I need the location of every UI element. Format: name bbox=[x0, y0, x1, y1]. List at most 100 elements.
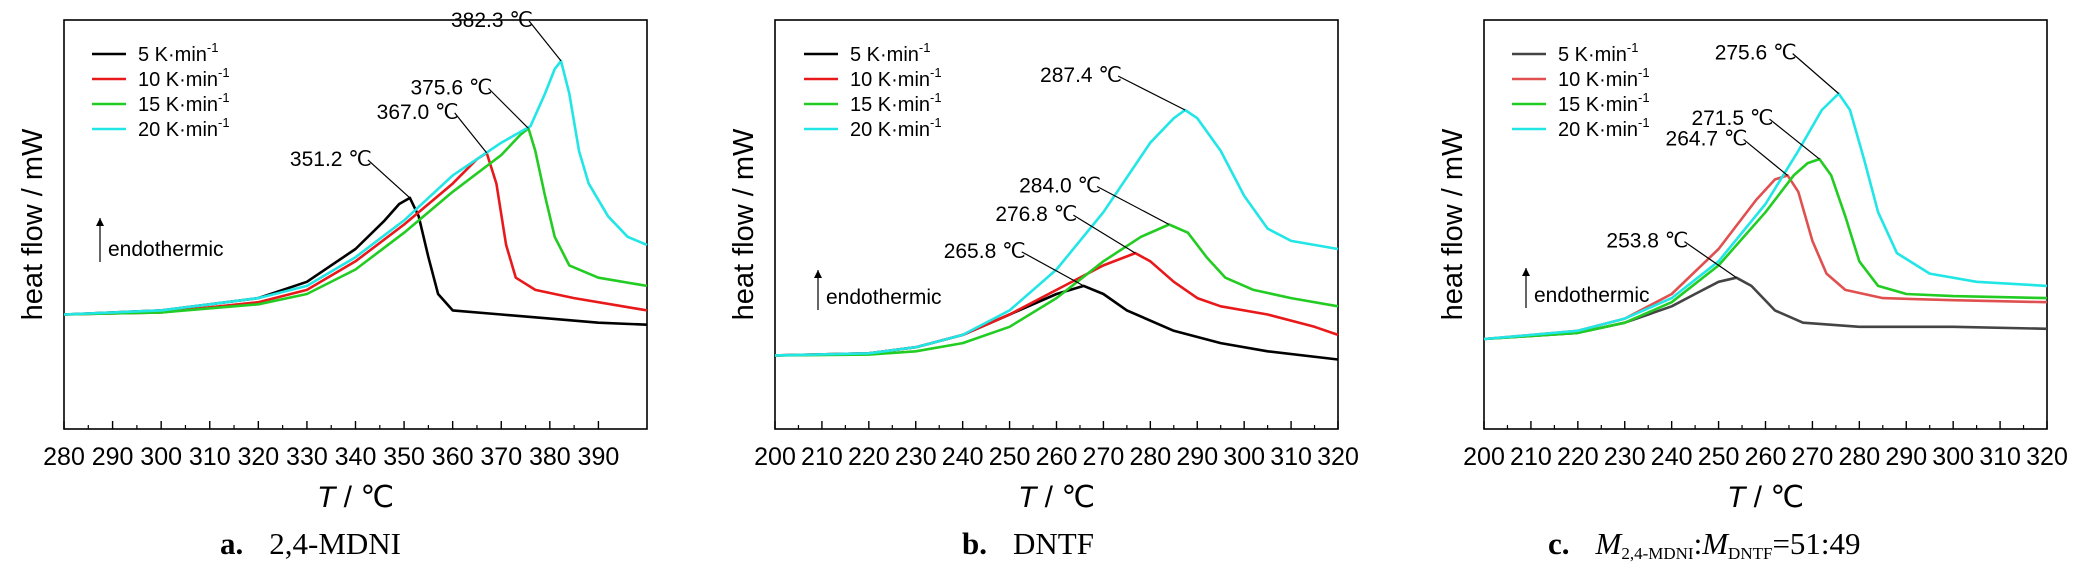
chart-a-endothermic-label: endothermic bbox=[108, 238, 224, 261]
chart-b-peak-label-3: 284.0 ℃ bbox=[1019, 175, 1101, 198]
chart-b-y-axis-title: heat flow / mW bbox=[728, 128, 760, 320]
chart-a-peak-leader-1 bbox=[367, 159, 411, 199]
chart-c-peak-label-4: 275.6 ℃ bbox=[1715, 42, 1797, 65]
chart-b-legend-text-1: 5 K·min bbox=[850, 44, 919, 66]
chart-c-legend-label-2: 10 K·min-1 bbox=[1558, 65, 1650, 91]
chart-a-series-3-line bbox=[63, 127, 648, 316]
chart-a-legend-exponent-2: -1 bbox=[218, 65, 230, 80]
chart-a-x-tick-label: 290 bbox=[92, 443, 134, 471]
chart-c-legend-label-1: 5 K·min-1 bbox=[1558, 40, 1638, 66]
chart-b-x-axis-title: T / ℃ bbox=[1018, 481, 1095, 514]
chart-a-x-tick-label: 330 bbox=[286, 443, 328, 471]
chart-c-peak-leader-2 bbox=[1743, 138, 1788, 176]
chart-b-x-tick-label: 200 bbox=[754, 443, 796, 471]
chart-a-legend-label-4: 20 K·min-1 bbox=[138, 115, 230, 141]
chart-b-legend-exponent-1: -1 bbox=[919, 40, 931, 55]
chart-a-legend-exponent-1: -1 bbox=[207, 40, 219, 55]
chart-c-peak-leader-3 bbox=[1769, 118, 1820, 160]
caption-c: c. M2,4-MDNI:MDNTF=51:49 bbox=[1548, 526, 1861, 564]
chart-b-x-tick-label: 270 bbox=[1083, 443, 1125, 471]
chart-a-x-tick-label: 280 bbox=[43, 443, 85, 471]
chart-c: 200 210 220 230 240 250 260 270 280 290 300 310 320 T… bbox=[1437, 19, 2068, 514]
caption-c-text: M2,4-MDNI:MDNTF=51:49 bbox=[1595, 526, 1861, 563]
chart-b-x-axis-title-unit: / ℃ bbox=[1036, 481, 1095, 514]
chart-c-legend-text-1: 5 K·min bbox=[1558, 44, 1627, 66]
chart-a-peak-leader-3 bbox=[488, 87, 529, 129]
chart-a-x-tick-label: 310 bbox=[189, 443, 231, 471]
chart-b-peak-leader-2 bbox=[1073, 214, 1136, 254]
chart-a-series-2-line bbox=[63, 151, 648, 316]
chart-b-x-tick-label: 300 bbox=[1223, 443, 1265, 471]
chart-c-x-tick-label: 250 bbox=[1698, 443, 1740, 471]
chart-b-x-tick-label: 230 bbox=[895, 443, 937, 471]
chart-b-legend-label-1: 5 K·min-1 bbox=[850, 40, 930, 66]
chart-a-legend-label-2: 10 K·min-1 bbox=[138, 65, 230, 91]
chart-b-legend-exponent-4: -1 bbox=[930, 115, 942, 130]
chart-c-x-tick-label: 280 bbox=[1838, 443, 1880, 471]
chart-a-legend-label-3: 15 K·min-1 bbox=[138, 90, 230, 116]
chart-b-x-tick-label: 240 bbox=[942, 443, 984, 471]
chart-c-legend-exponent-3: -1 bbox=[1638, 90, 1650, 105]
chart-a-y-axis-title: heat flow / mW bbox=[17, 128, 49, 320]
chart-c-x-tick-label: 230 bbox=[1604, 443, 1646, 471]
chart-c-legend-text-4: 20 K·min bbox=[1558, 119, 1638, 141]
chart-c-endothermic-arrowhead bbox=[1522, 268, 1530, 276]
chart-b-legend-label-3: 15 K·min-1 bbox=[850, 90, 942, 116]
chart-a-x-tick-label: 390 bbox=[578, 443, 620, 471]
chart-c-x-tick-label: 320 bbox=[2026, 443, 2068, 471]
chart-a-series-1-line bbox=[63, 196, 648, 326]
chart-c-series-2-line bbox=[1483, 174, 2048, 341]
chart-c-x-tick-label: 270 bbox=[1792, 443, 1834, 471]
chart-c-peak-label-3: 271.5 ℃ bbox=[1691, 107, 1773, 130]
chart-a-peak-leader-2 bbox=[454, 112, 488, 154]
chart-a-peak-label-2: 367.0 ℃ bbox=[377, 101, 459, 124]
chart-a-x-tick-label: 370 bbox=[480, 443, 522, 471]
chart-b-x-tick-label: 250 bbox=[989, 443, 1031, 471]
chart-b-peak-label-4: 287.4 ℃ bbox=[1040, 64, 1122, 87]
chart-a-endothermic-arrowhead bbox=[96, 218, 104, 226]
chart-a-peak-label-3: 375.6 ℃ bbox=[410, 76, 492, 99]
caption-a-text: 2,4-MDNI bbox=[269, 526, 401, 561]
chart-b-series-4-line bbox=[774, 108, 1339, 357]
chart-b-legend-exponent-3: -1 bbox=[930, 90, 942, 105]
caption-a-label: a. bbox=[220, 526, 244, 561]
chart-c-legend-text-2: 10 K·min bbox=[1558, 69, 1638, 91]
chart-a: 280 290 300 310 320 330 340 350 360 370 380 390 T / … bbox=[17, 9, 648, 514]
chart-b-legend-exponent-2: -1 bbox=[930, 65, 942, 80]
chart-a-x-axis-title: T / ℃ bbox=[317, 481, 394, 514]
chart-b-x-tick-label: 260 bbox=[1036, 443, 1078, 471]
chart-c-x-tick-label: 300 bbox=[1932, 443, 1974, 471]
chart-b-x-tick-label: 320 bbox=[1317, 443, 1359, 471]
chart-c-x-tick-label: 220 bbox=[1557, 443, 1599, 471]
chart-c-endothermic-label: endothermic bbox=[1534, 284, 1650, 307]
chart-b-legend-text-4: 20 K·min bbox=[850, 119, 930, 141]
caption-b-text: DNTF bbox=[1013, 526, 1094, 561]
chart-c-legend-exponent-1: -1 bbox=[1627, 40, 1639, 55]
chart-b-endothermic-label: endothermic bbox=[826, 286, 942, 309]
chart-c-x-tick-label: 310 bbox=[1979, 443, 2021, 471]
chart-c-peak-label-2: 264.7 ℃ bbox=[1666, 127, 1748, 150]
chart-c-x-tick-label: 240 bbox=[1651, 443, 1693, 471]
chart-b-x-tick-label: 280 bbox=[1129, 443, 1171, 471]
chart-a-x-tick-label: 340 bbox=[335, 443, 377, 471]
chart-b-legend-text-3: 15 K·min bbox=[850, 94, 930, 116]
chart-a-legend-exponent-3: -1 bbox=[218, 90, 230, 105]
chart-a-legend-label-1: 5 K·min-1 bbox=[138, 40, 218, 66]
chart-a-legend-exponent-4: -1 bbox=[218, 115, 230, 130]
chart-b-peak-leader-3 bbox=[1096, 185, 1170, 226]
caption-a: a. 2,4-MDNI bbox=[220, 526, 401, 562]
chart-c-legend-label-3: 15 K·min-1 bbox=[1558, 90, 1650, 116]
chart-a-x-tick-label: 360 bbox=[432, 443, 474, 471]
chart-b-peak-leader-4 bbox=[1117, 75, 1186, 111]
chart-b-legend-text-2: 10 K·min bbox=[850, 69, 930, 91]
chart-a-x-axis-title-unit: / ℃ bbox=[335, 481, 394, 514]
chart-c-legend-exponent-4: -1 bbox=[1638, 115, 1650, 130]
chart-b-x-tick-label: 290 bbox=[1176, 443, 1218, 471]
chart-b-x-tick-label: 310 bbox=[1270, 443, 1312, 471]
chart-a-peak-label-4: 382.3 ℃ bbox=[451, 9, 533, 32]
chart-c-x-tick-label: 290 bbox=[1885, 443, 1927, 471]
chart-c-x-axis-title: T / ℃ bbox=[1727, 481, 1804, 514]
caption-b: b. DNTF bbox=[962, 526, 1094, 562]
chart-c-peak-leader-1 bbox=[1684, 241, 1737, 279]
